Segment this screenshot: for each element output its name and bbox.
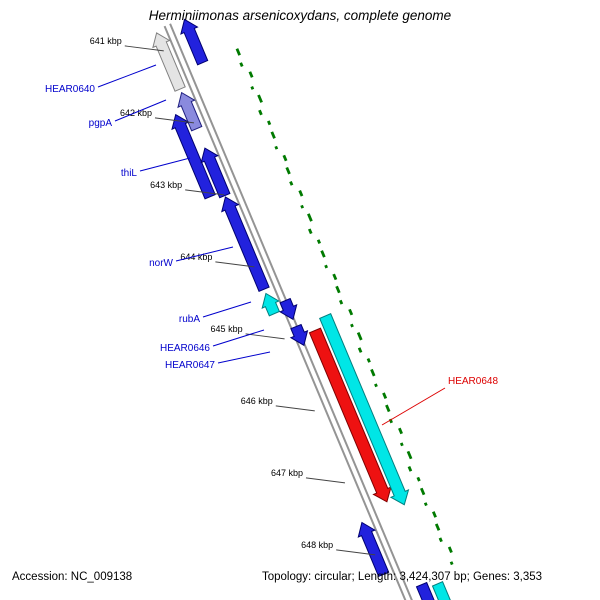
- dash-mark: [267, 120, 272, 126]
- axis-tick-label: 644 kbp: [180, 252, 212, 262]
- dash-mark: [432, 511, 437, 518]
- gene-arrow[interactable]: [152, 32, 186, 92]
- dash-mark: [239, 62, 244, 67]
- dotted-annotation-track: [235, 48, 454, 566]
- dash-mark: [447, 546, 453, 554]
- status-bar: Accession: NC_009138 Topology: circular;…: [0, 571, 600, 591]
- dash-mark: [370, 368, 376, 377]
- dash-mark: [257, 94, 263, 103]
- dash-mark: [250, 86, 255, 90]
- dash-mark: [258, 109, 263, 116]
- gene-arrow-thiL[interactable]: [200, 147, 231, 199]
- dash-mark: [235, 48, 241, 56]
- dash-mark: [398, 427, 403, 435]
- dash-mark: [382, 392, 388, 399]
- gene-label-HEAR0648[interactable]: HEAR0648: [448, 376, 498, 387]
- gene-label-leader: [217, 351, 271, 364]
- dash-mark: [332, 273, 338, 281]
- gene-label-HEAR0646[interactable]: HEAR0646: [160, 343, 210, 354]
- dash-mark: [350, 323, 354, 328]
- gene-label-leader: [202, 301, 252, 318]
- gene-arrow[interactable]: [180, 18, 209, 66]
- dash-mark: [399, 442, 404, 447]
- gene-arrow-HEAR0648[interactable]: [308, 327, 392, 503]
- dash-mark: [434, 523, 441, 531]
- gene-label-leader: [139, 157, 191, 172]
- genome-backbone: [163, 23, 413, 600]
- dash-mark: [423, 502, 428, 507]
- gene-label-pgpA[interactable]: pgpA: [89, 118, 113, 129]
- gene-labels: HEAR0640 pgpA thiL norW rubA HEAR0646 HEAR0647…: [45, 64, 498, 426]
- genome-backbone-line: [169, 23, 413, 600]
- gene-label-leader: [212, 329, 265, 347]
- dash-mark: [348, 308, 354, 316]
- dash-mark: [274, 145, 279, 150]
- dash-mark: [339, 299, 344, 305]
- dash-mark: [385, 404, 391, 413]
- dash-mark: [298, 190, 304, 197]
- gene-label-norW[interactable]: norW: [149, 258, 173, 269]
- gene-label-rubA[interactable]: rubA: [179, 314, 200, 325]
- dash-mark: [357, 347, 363, 353]
- dash-mark: [420, 487, 426, 496]
- gene-arrow-norW[interactable]: [221, 196, 270, 292]
- gene-arrow[interactable]: [357, 521, 390, 578]
- axis-tick-label: 645 kbp: [211, 324, 243, 334]
- dash-mark: [316, 239, 322, 245]
- gene-arrow-HEAR0646[interactable]: [279, 297, 298, 321]
- dash-mark: [406, 450, 413, 460]
- axis-tick-leader: [305, 477, 346, 484]
- gene-arrow-HEAR0647[interactable]: [289, 323, 309, 347]
- gene-label-thiL[interactable]: thiL: [121, 168, 138, 179]
- axis-tick-label: 641 kbp: [90, 36, 122, 46]
- dash-mark: [335, 285, 341, 294]
- dash-mark: [289, 180, 294, 186]
- dash-mark: [300, 204, 305, 209]
- dash-mark: [282, 154, 288, 162]
- gene-label-leader: [381, 387, 446, 426]
- dash-mark: [438, 537, 443, 543]
- dash-mark: [374, 383, 378, 388]
- dash-mark: [320, 250, 326, 258]
- gene-arrow[interactable]: [319, 313, 410, 506]
- dash-mark: [366, 358, 371, 363]
- gene-arrow-pgpA[interactable]: [171, 113, 216, 200]
- axis-tick-leader: [215, 261, 255, 268]
- axis-tick-leader: [154, 117, 195, 124]
- axis-tick-leader: [124, 45, 164, 52]
- dash-mark: [407, 466, 413, 472]
- axis-tick-label: 648 kbp: [301, 540, 333, 550]
- axis-tick-label: 646 kbp: [241, 396, 273, 406]
- dash-mark: [248, 71, 254, 78]
- gene-label-HEAR0640[interactable]: HEAR0640: [45, 84, 95, 95]
- dash-mark: [308, 228, 313, 235]
- dash-mark: [416, 476, 421, 482]
- dash-mark: [270, 131, 276, 139]
- gene-arrow-HEAR0640[interactable]: [177, 91, 203, 132]
- axis-tick-label: 643 kbp: [150, 180, 182, 190]
- axis-tick-leader: [336, 549, 376, 556]
- gene-label-HEAR0647[interactable]: HEAR0647: [165, 360, 215, 371]
- dash-mark: [356, 332, 363, 341]
- dash-mark: [324, 264, 329, 269]
- axis-tick-label: 647 kbp: [271, 468, 303, 478]
- gene-label-leader: [114, 99, 167, 122]
- axis-tick-leader: [245, 333, 285, 340]
- dash-mark: [449, 561, 454, 566]
- gene-arrow[interactable]: [415, 581, 451, 600]
- genome-info-text: Topology: circular; Length: 3,424,307 bp…: [262, 571, 543, 583]
- gene-arrow-rubA[interactable]: [261, 292, 281, 317]
- gene-label-leader: [175, 246, 234, 262]
- dash-mark: [285, 166, 291, 175]
- axis-tick-leader: [185, 189, 225, 196]
- gene-arrows: [152, 18, 465, 600]
- accession-text: Accession: NC_009138: [12, 571, 133, 583]
- gene-arrow[interactable]: [431, 581, 465, 600]
- axis-tick-leader: [275, 405, 315, 412]
- gene-label-leader: [97, 64, 157, 88]
- dash-mark: [307, 213, 313, 222]
